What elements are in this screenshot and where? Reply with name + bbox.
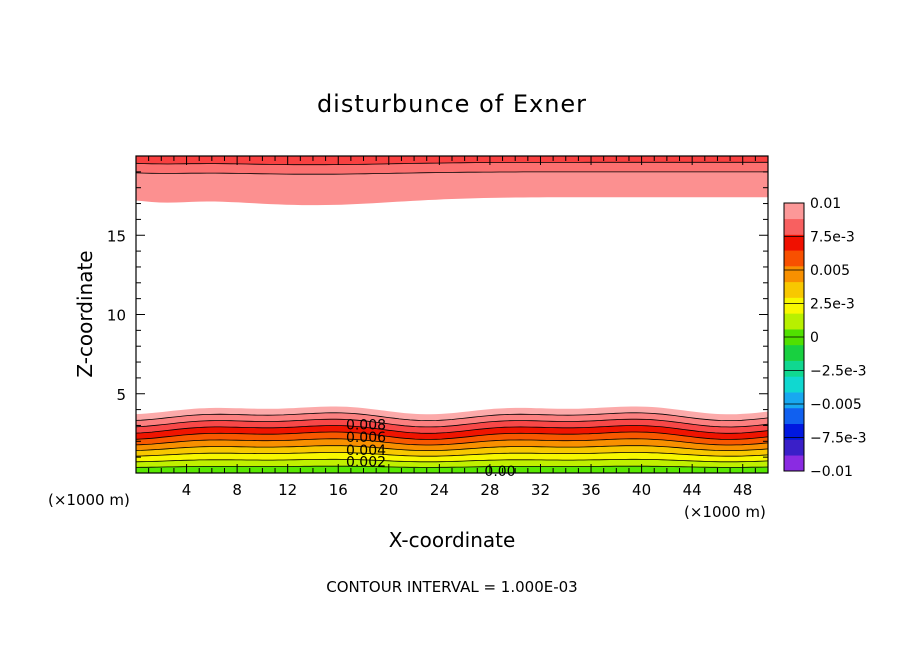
colorbar-cell [784,203,804,220]
colorbar-cell [784,423,804,440]
x-tick-label: 48 [733,481,752,499]
colorbar-cell [784,281,804,298]
colorbar-cell [784,344,804,361]
bottom-contour-line-3 [135,452,769,457]
colorbar-cell [784,297,804,314]
contour-line-layer [135,161,769,468]
colorbar-cell [784,250,804,267]
x-tick-label: 36 [581,481,600,499]
y-tick-label: 15 [107,227,126,245]
x-tick-label: 8 [232,481,242,499]
colorbar-cell [784,455,804,472]
colorbar-label: −7.5e-3 [810,431,867,447]
top-band-0 [136,171,768,206]
colorbar-cell [784,313,804,330]
bottom-contour-line-4 [135,445,769,451]
colorbar-cell [784,439,804,456]
top-contour-line-1 [135,161,768,166]
top-contour-line-0 [135,171,768,175]
y-axis: 5 10 15 [107,171,768,458]
x-unit-left: (×1000 m) [48,491,130,509]
colorbar-cell [784,266,804,283]
contour-label: 0.008 [346,417,386,433]
bottom-contour-line-9 [135,412,769,421]
colorbar-label: 0 [810,330,819,346]
x-tick-label: 16 [329,481,348,499]
bottom-band-7 [136,419,768,434]
x-axis: 4 8 12 16 20 24 28 32 36 40 44 48 [148,156,756,499]
y-tick-label: 10 [107,307,126,325]
colorbar: 0.01 7.5e-3 0.005 2.5e-3 0 −2.5e-3 −0.005 −7.5e… [783,196,867,480]
colorbar-cell [784,218,804,235]
bottom-contour-line-2 [135,458,769,463]
x-tick-label: 12 [278,481,297,499]
colorbar-cell [784,376,804,393]
colorbar-label: 2.5e-3 [810,297,855,313]
y-tick-label: 5 [116,386,126,404]
colorbar-label: −0.005 [810,397,862,413]
top-band-1 [136,162,768,175]
x-axis-label: X-coordinate [389,528,516,552]
x-tick-label: 32 [531,481,550,499]
colorbar-label: 0.005 [810,263,850,279]
x-tick-label: 20 [379,481,398,499]
x-tick-label: 24 [430,481,449,499]
x-tick-label: 28 [480,481,499,499]
colorbar-cell [784,392,804,409]
contour-label: 0.00 [484,464,515,480]
contour-label: 0.004 [346,443,386,459]
bottom-contour-line-8 [135,418,769,428]
colorbar-cell [784,407,804,424]
bottom-band-3 [136,445,768,457]
contour-label: 0.002 [346,455,386,471]
colorbar-label: −0.01 [810,464,853,480]
colorbar-label: −2.5e-3 [810,364,867,380]
colorbar-label: 0.01 [810,196,841,212]
bottom-contour-line-6 [135,431,769,440]
bottom-contour-line-5 [135,438,769,446]
bottom-contour-line-7 [135,425,769,434]
bottom-band-4 [136,438,768,451]
colorbar-label: 7.5e-3 [810,230,855,246]
x-tick-label: 44 [683,481,702,499]
bottom-contour-line-1 [135,465,769,468]
x-tick-label: 4 [182,481,192,499]
contour-label: 0.006 [346,430,386,446]
contour-interval-footer: CONTOUR INTERVAL = 1.000E-03 [326,578,577,596]
x-tick-label: 40 [632,481,651,499]
x-unit-right: (×1000 m) [684,503,766,521]
bottom-band-9 [136,406,768,421]
colorbar-cell [784,234,804,251]
colorbar-cell [784,360,804,377]
y-axis-label: Z-coordinate [73,250,97,377]
bottom-band-1 [136,459,768,468]
chart-title: disturbunce of Exner [317,90,587,118]
